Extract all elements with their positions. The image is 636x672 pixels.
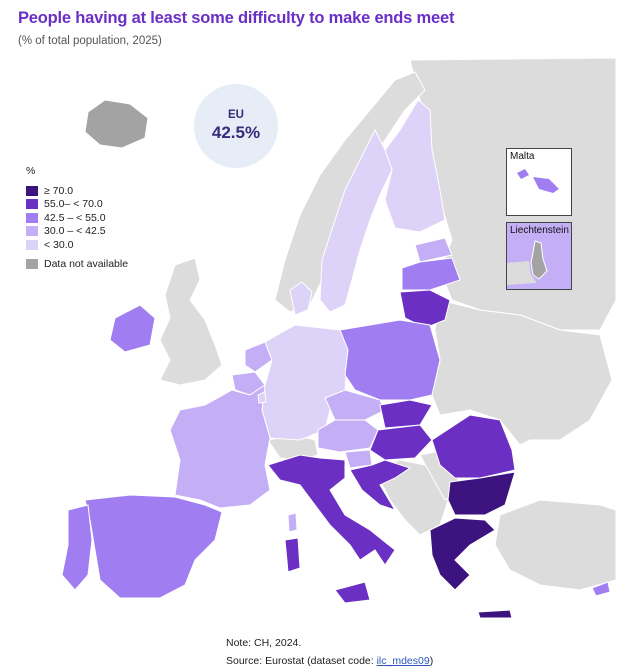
legend-label: 55.0– < 70.0 <box>44 198 103 211</box>
source-text: Source: Eurostat (dataset code: ilc_mdes… <box>226 655 433 667</box>
region-greece <box>429 517 496 591</box>
region-sardinia <box>284 537 301 573</box>
source-prefix: Source: Eurostat (dataset code: <box>226 655 377 667</box>
region-cyprus <box>591 581 611 597</box>
region-luxembourg <box>257 391 267 404</box>
legend-item: < 30.0 <box>26 238 128 252</box>
legend-swatch <box>26 185 38 196</box>
region-netherlands <box>244 341 273 373</box>
legend-label: 30.0 – < 42.5 <box>44 225 106 238</box>
region-slovakia <box>379 399 433 429</box>
region-romania <box>431 414 516 479</box>
region-lithuania <box>399 289 451 329</box>
region-croatia <box>349 459 412 511</box>
legend-swatch <box>26 226 38 237</box>
legend-item: 55.0– < 70.0 <box>26 198 128 212</box>
region-poland <box>339 319 441 401</box>
legend-label: ≥ 70.0 <box>44 184 74 197</box>
liechtenstein-inset-label: Liechtenstein <box>510 225 569 236</box>
eu-value: 42.5% <box>211 123 261 142</box>
region-malta <box>533 177 559 193</box>
eu-label: EU <box>228 109 244 121</box>
note-text: Note: CH, 2024. <box>226 637 302 649</box>
liechtenstein-map <box>507 240 548 285</box>
region-crete <box>477 609 513 619</box>
legend-item: 42.5 – < 55.0 <box>26 211 128 225</box>
context-land <box>159 57 617 591</box>
legend-label: 42.5 – < 55.0 <box>44 211 106 224</box>
malta-inset-label: Malta <box>510 151 535 162</box>
region-iceland <box>84 99 149 149</box>
legend-swatch <box>26 239 38 250</box>
eu-average-badge: EU 42.5% <box>194 84 278 168</box>
region-latvia <box>401 257 461 291</box>
map-legend: % ≥ 70.0 55.0– < 70.0 42.5 – < 55.0 30.0… <box>26 165 128 271</box>
legend-item: 30.0 – < 42.5 <box>26 225 128 239</box>
region-italy <box>267 454 396 566</box>
region-sweden <box>319 128 393 313</box>
region-estonia <box>414 237 453 263</box>
region-finland <box>384 99 446 233</box>
region-liechtenstein <box>530 240 548 280</box>
source-suffix: ) <box>429 655 434 667</box>
region-uk <box>159 257 223 386</box>
region-corsica <box>287 512 298 533</box>
region-gozo <box>517 169 529 179</box>
region-slovenia <box>344 449 373 469</box>
legend-item-not-available: Data not available <box>26 258 128 272</box>
legend-unit: % <box>26 165 36 177</box>
page-subtitle: (% of total population, 2025) <box>18 35 162 47</box>
region-portugal <box>61 504 93 591</box>
region-turkey <box>494 499 617 591</box>
region-france <box>169 383 271 509</box>
region-switzerland-inset <box>507 261 537 285</box>
legend-swatch <box>26 199 38 210</box>
malta-map <box>517 169 559 193</box>
legend-swatch <box>26 212 38 223</box>
region-bulgaria <box>447 471 516 516</box>
malta-inset: Malta <box>506 148 572 216</box>
region-austria <box>317 419 379 453</box>
legend-label: Data not available <box>44 258 129 271</box>
region-spain <box>84 494 223 599</box>
legend-item: ≥ 70.0 <box>26 184 128 198</box>
dataset-code-link[interactable]: ilc_mdes09 <box>376 655 430 667</box>
region-sicily <box>334 581 371 604</box>
region-ireland <box>109 304 156 353</box>
legend-swatch <box>26 259 38 270</box>
legend-label: < 30.0 <box>44 238 74 251</box>
liechtenstein-inset: Liechtenstein <box>506 222 572 290</box>
region-denmark <box>289 281 313 316</box>
page-title: People having at least some difficulty t… <box>18 9 455 27</box>
